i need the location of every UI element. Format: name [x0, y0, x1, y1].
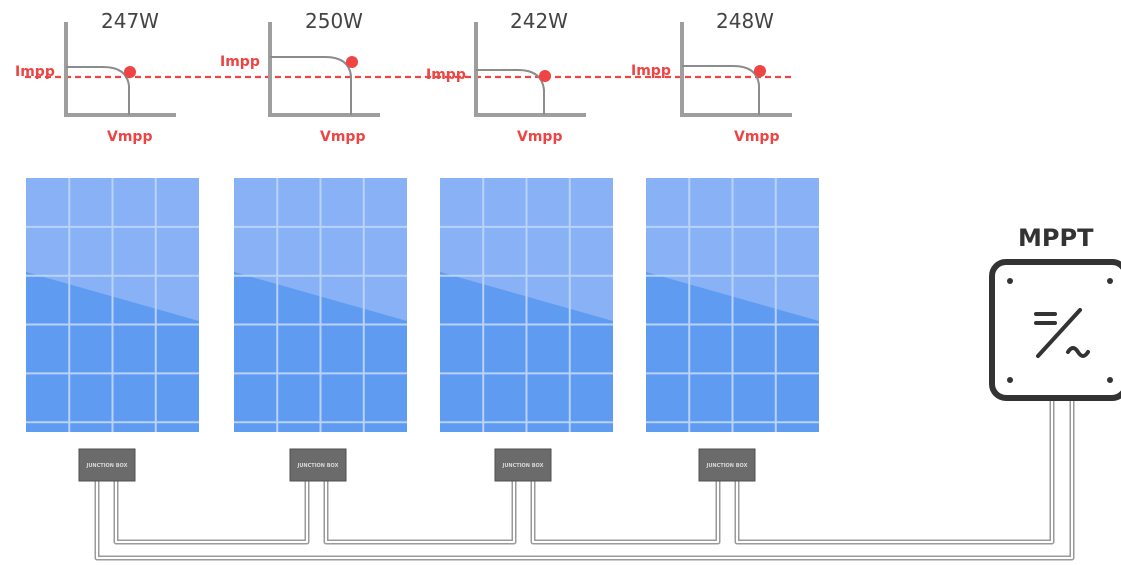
panel-group-1: 247W Impp Vmpp JUNCTION BOX [15, 9, 199, 482]
impp-label: Impp [426, 67, 466, 83]
vmpp-label: Vmpp [517, 129, 562, 145]
impp-label: Impp [220, 54, 260, 70]
mppt-screw-bottom-right [1107, 377, 1113, 383]
impp-label: Impp [631, 63, 671, 79]
panel-power-label: 247W [101, 9, 159, 33]
panel-group-4: 248W Impp Vmpp JUNCTION BOX [631, 9, 819, 482]
iv-curve [476, 69, 545, 115]
mppt-screw-top-left [1007, 278, 1013, 284]
iv-axes [680, 22, 792, 117]
junction-box-label: JUNCTION BOX [86, 463, 128, 469]
iv-axes [64, 22, 176, 117]
mpp-point [346, 56, 358, 68]
panels-layer: 247W Impp Vmpp JUNCTION BOX 250W Impp Vmpp JUNC… [15, 9, 819, 482]
junction-box-label: JUNCTION BOX [297, 463, 339, 469]
mppt-screw-bottom-left [1007, 377, 1013, 383]
iv-curve [270, 56, 352, 115]
panel-group-2: 250W Impp Vmpp JUNCTION BOX [220, 9, 407, 482]
mpp-point [754, 65, 766, 77]
panel-power-label: 248W [716, 9, 774, 33]
impp-label: Impp [15, 64, 55, 80]
junction-box-label: JUNCTION BOX [502, 463, 544, 469]
junction-box [494, 448, 552, 482]
vmpp-label: Vmpp [734, 129, 779, 145]
mpp-point [539, 70, 551, 82]
mppt-box [989, 259, 1121, 401]
iv-curve [682, 65, 760, 115]
mpp-point [124, 66, 136, 78]
junction-box [78, 448, 136, 482]
mppt-unit: MPPT [989, 224, 1121, 401]
panel-power-label: 250W [305, 9, 363, 33]
panel-group-3: 242W Impp Vmpp JUNCTION BOX [426, 9, 613, 482]
wiring [94, 397, 1075, 561]
iv-curve [66, 66, 130, 115]
iv-axes [474, 22, 586, 117]
panel-power-label: 242W [510, 9, 568, 33]
junction-box [698, 448, 756, 482]
vmpp-label: Vmpp [107, 129, 152, 145]
junction-box-label: JUNCTION BOX [706, 463, 748, 469]
mppt-screw-top-right [1107, 278, 1113, 284]
dc-ac-converter-icon [1034, 308, 1090, 358]
mppt-title: MPPT [1018, 224, 1094, 252]
vmpp-label: Vmpp [320, 129, 365, 145]
junction-box [289, 448, 347, 482]
iv-axes [268, 22, 380, 117]
